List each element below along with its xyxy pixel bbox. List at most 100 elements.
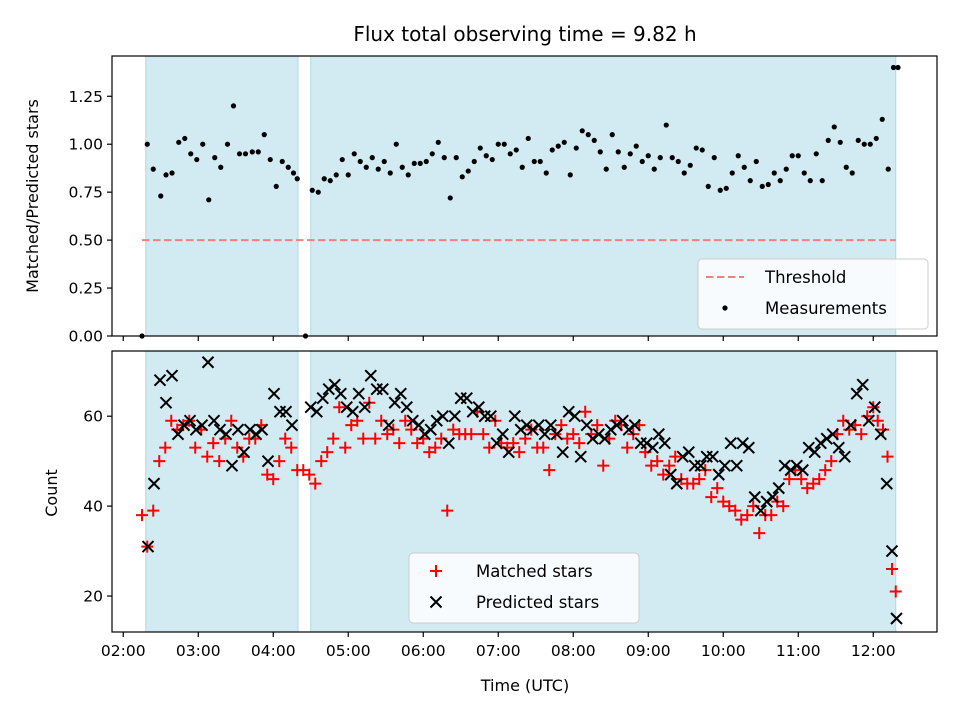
measurement-point bbox=[230, 103, 237, 109]
predicted-point bbox=[496, 427, 509, 441]
measurement-point bbox=[182, 135, 188, 142]
measurement-point bbox=[158, 193, 164, 199]
matched-point bbox=[591, 419, 604, 432]
measurement-point bbox=[194, 156, 200, 163]
measurement-point bbox=[849, 170, 855, 176]
predicted-point bbox=[538, 427, 551, 441]
x-tick-label: 06:00 bbox=[401, 642, 446, 660]
measurement-point bbox=[387, 170, 393, 176]
predicted-point bbox=[622, 423, 635, 436]
matched-point bbox=[855, 428, 868, 441]
measurement-point bbox=[441, 155, 447, 161]
measurement-point bbox=[609, 132, 615, 138]
top-legend: Threshold Measurements bbox=[697, 258, 929, 330]
measurement-point bbox=[477, 145, 483, 151]
predicted-point bbox=[742, 441, 755, 454]
measurement-point bbox=[723, 185, 729, 191]
measurement-point bbox=[699, 147, 705, 153]
predicted-point bbox=[712, 468, 725, 481]
predicted-point bbox=[267, 387, 281, 400]
matched-point bbox=[729, 504, 742, 517]
predicted-point bbox=[766, 490, 779, 504]
predicted-point bbox=[730, 459, 743, 472]
predicted-point bbox=[646, 441, 659, 454]
measurement-point bbox=[290, 170, 297, 176]
predicted-point bbox=[520, 418, 533, 432]
predicted-point bbox=[562, 405, 575, 418]
top-shaded-interval-0 bbox=[145, 55, 299, 337]
matched-point bbox=[147, 504, 160, 517]
measurement-point bbox=[879, 116, 885, 122]
measurement-point bbox=[351, 151, 357, 157]
measurement-point bbox=[489, 156, 495, 163]
predicted-point bbox=[778, 459, 791, 472]
measurement-point bbox=[663, 122, 669, 128]
measurement-point bbox=[741, 164, 747, 170]
predicted-point bbox=[736, 436, 749, 450]
measurement-point bbox=[561, 139, 567, 145]
top-y-axis-label: Matched/Predicted stars bbox=[23, 99, 42, 293]
predicted-point bbox=[514, 423, 527, 436]
measurement-point bbox=[333, 172, 339, 178]
top-axes-frame bbox=[111, 55, 938, 337]
x-tick-label: 03:00 bbox=[176, 642, 221, 660]
measurement-point bbox=[375, 166, 381, 172]
matched-point bbox=[225, 414, 238, 427]
x-tick-label: 02:00 bbox=[101, 642, 146, 660]
measurement-point bbox=[579, 128, 585, 134]
predicted-point bbox=[466, 405, 479, 418]
measurement-point bbox=[729, 170, 735, 176]
matched-point bbox=[657, 468, 670, 481]
predicted-point bbox=[885, 544, 899, 558]
predicted-point bbox=[598, 432, 611, 445]
measurement-point bbox=[363, 164, 369, 170]
predicted-point bbox=[418, 427, 431, 441]
bottom-legend: Matched stars Predicted stars bbox=[408, 552, 640, 624]
predicted-point bbox=[790, 459, 803, 472]
predicted-point bbox=[658, 436, 671, 450]
measurement-point bbox=[144, 141, 150, 147]
measurement-point bbox=[459, 174, 465, 180]
measurement-point bbox=[895, 64, 901, 71]
bottom-y-tick-label: 20 bbox=[83, 588, 103, 606]
measurement-point bbox=[735, 153, 741, 159]
top-y-tick-label: 1.00 bbox=[68, 136, 103, 154]
matched-point bbox=[315, 455, 328, 468]
predicted-point bbox=[255, 423, 269, 436]
predicted-point bbox=[412, 418, 425, 432]
measurement-point bbox=[495, 141, 501, 147]
predicted-point bbox=[682, 445, 695, 459]
measurement-point bbox=[555, 143, 561, 149]
predicted-point bbox=[664, 468, 677, 481]
x-tick-label: 10:00 bbox=[701, 642, 746, 660]
matched-point bbox=[231, 441, 244, 454]
legend-label: Threshold bbox=[764, 268, 846, 287]
measurement-point bbox=[381, 158, 387, 165]
measurement-point bbox=[753, 158, 759, 165]
matched-point bbox=[285, 441, 298, 454]
measurement-point bbox=[813, 151, 819, 157]
predicted-point bbox=[394, 387, 407, 400]
measurement-point bbox=[188, 151, 194, 157]
predicted-point bbox=[304, 400, 317, 414]
predicted-point bbox=[147, 477, 161, 490]
matched-point bbox=[441, 504, 454, 517]
measurement-point bbox=[873, 135, 879, 142]
measurement-point bbox=[315, 189, 321, 195]
measurement-point bbox=[585, 132, 591, 138]
x-tick-label: 07:00 bbox=[476, 642, 521, 660]
measurement-point bbox=[867, 141, 873, 147]
measurement-point bbox=[759, 183, 765, 190]
measurement-point bbox=[218, 164, 224, 170]
matched-point bbox=[825, 455, 838, 468]
predicted-point bbox=[243, 423, 257, 436]
predicted-point bbox=[748, 490, 761, 504]
predicted-point bbox=[388, 396, 401, 409]
matched-point bbox=[669, 450, 682, 463]
matched-point bbox=[369, 432, 382, 445]
measurement-point bbox=[471, 158, 477, 165]
predicted-point bbox=[279, 405, 293, 418]
predicted-point bbox=[310, 405, 323, 418]
matched-point bbox=[889, 585, 902, 598]
predicted-point bbox=[484, 409, 497, 423]
